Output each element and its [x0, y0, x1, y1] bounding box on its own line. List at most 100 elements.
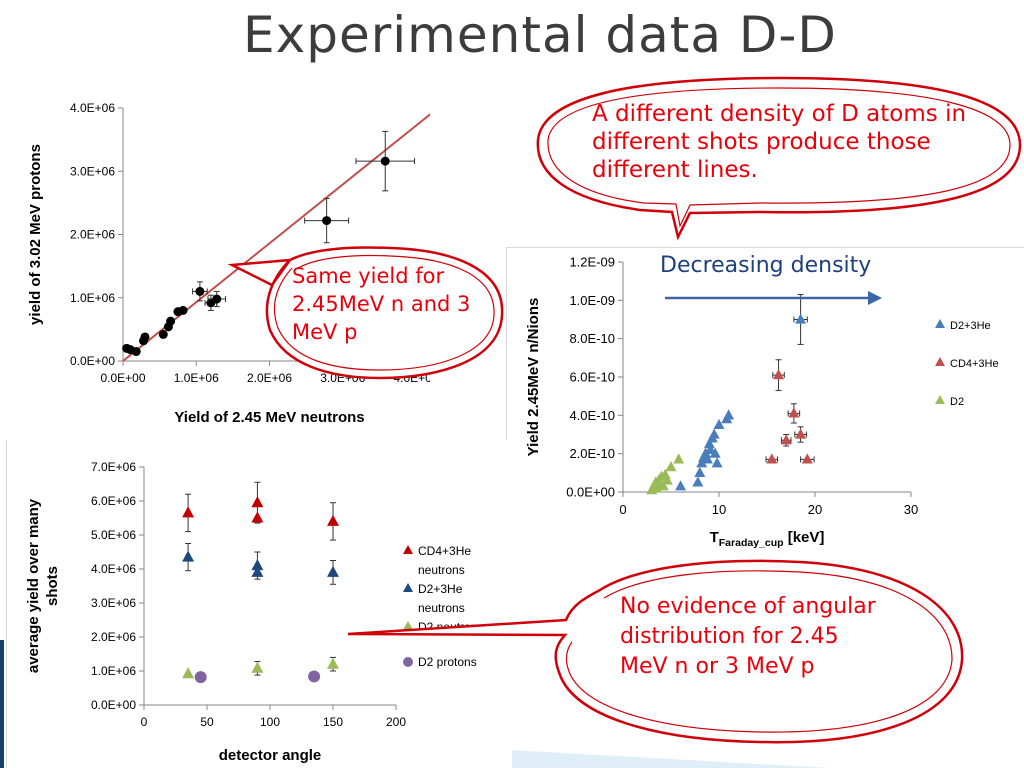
legend-label: neutrons [418, 601, 465, 615]
x-tick-label: 0 [141, 715, 148, 729]
data-point [723, 409, 735, 420]
x-axis-label: Yield of 2.45 MeV neutrons [174, 409, 364, 426]
decorative-left-strip [0, 640, 4, 768]
x-tick-label: 0.0E+00 [100, 371, 145, 385]
decorative-bottom-shape [510, 750, 830, 768]
data-point [195, 286, 205, 296]
yield-vs-temperature-chart: 0 10 20 30 0.0E+00 2.0E-10 4.0E-10 6.0E-10 8.0E-… [525, 255, 999, 549]
data-point [182, 550, 195, 562]
y-tick-label: 2.0E+06 [70, 228, 115, 242]
data-point [212, 294, 222, 304]
y-tick-label: 4.0E-10 [569, 408, 615, 423]
data-point [713, 418, 725, 430]
y-tick-label: 1.0E+06 [91, 664, 136, 678]
data-point [795, 428, 807, 439]
x-tick-label: 50 [200, 715, 214, 729]
x-tick-label: 1.0E+06 [174, 371, 219, 385]
legend-label: D2+3He [418, 582, 463, 596]
data-point [694, 466, 706, 477]
data-point [327, 514, 339, 526]
data-point [182, 667, 195, 679]
legend-marker [935, 357, 945, 366]
y-tick-label: 0.0E+00 [91, 698, 136, 712]
x-tick-label: 150 [323, 715, 343, 729]
x-tick-label: 30 [904, 502, 918, 517]
data-point [780, 434, 792, 445]
x-tick-label: 3.0E+06 [320, 371, 365, 385]
callout-density-lines: A different density of D atoms in differ… [592, 101, 967, 183]
slide-title: Experimental data D-D [243, 6, 837, 64]
legend-marker [403, 545, 413, 554]
y-tick-label: 2.0E+06 [91, 630, 136, 644]
data-point [801, 453, 813, 464]
data-point [327, 565, 339, 577]
y-axis-label: yield of 3.02 MeV protons [27, 144, 44, 325]
data-point [166, 316, 176, 326]
data-point [194, 671, 207, 684]
x-tick-label: 200 [386, 715, 406, 729]
x-axis-label: TFaraday_cup [keV] [710, 529, 825, 549]
data-point [703, 438, 715, 449]
data-point [661, 474, 673, 485]
data-point [709, 447, 721, 458]
legend-label: neutrons [418, 563, 465, 577]
data-point [675, 480, 687, 491]
y-tick-label: 1.0E+06 [70, 291, 115, 305]
y-tick-label: 1.0E-09 [569, 293, 615, 308]
x-tick-label: 10 [712, 502, 726, 517]
y-tick-label: 6.0E-10 [569, 370, 615, 385]
data-point [308, 670, 321, 683]
data-point [380, 156, 390, 166]
data-point [708, 428, 720, 439]
y-tick-label: 1.2E-09 [569, 255, 615, 270]
decreasing-density-label: Decreasing density [660, 253, 872, 278]
data-point [178, 305, 188, 315]
legend-label: CD4+3He [950, 358, 999, 370]
data-point [701, 453, 713, 464]
y-tick-label: 8.0E-10 [569, 331, 615, 346]
data-point [251, 661, 264, 673]
data-point [158, 329, 168, 339]
data-point [251, 565, 264, 577]
data-point [140, 332, 150, 342]
data-point [327, 657, 339, 669]
legend-marker [403, 657, 413, 667]
x-tick-label: 4.0E+06 [393, 371, 430, 385]
data-point [788, 407, 800, 418]
y-tick-label: 5.0E+06 [91, 528, 136, 542]
legend-marker [935, 319, 945, 328]
legend-label: D2 protons [418, 655, 477, 669]
x-tick-label: 20 [808, 502, 822, 517]
y-tick-label: 0.0E+00 [566, 485, 615, 500]
data-point [766, 453, 778, 464]
data-point [665, 461, 677, 472]
data-point [322, 216, 332, 226]
data-point [696, 457, 708, 468]
data-point [131, 347, 141, 357]
y-tick-label: 7.0E+06 [91, 460, 136, 474]
x-tick-label: 100 [260, 715, 280, 729]
legend-marker [403, 621, 413, 630]
legend-label: D2 neutrons [418, 620, 483, 634]
y-axis-label: average yield over many [25, 498, 42, 673]
y-tick-label: 6.0E+06 [91, 494, 136, 508]
data-point [251, 559, 264, 571]
y-tick-label: 0.0E+00 [70, 354, 115, 368]
data-point [182, 506, 195, 518]
data-point [251, 496, 264, 508]
y-axis-label: Yield 2.45MeV n/Nions [525, 298, 542, 457]
y-tick-label: 4.0E+06 [91, 562, 136, 576]
data-point [795, 313, 807, 324]
data-point [673, 453, 685, 464]
x-tick-label: 2.0E+06 [247, 371, 292, 385]
y-tick-label: 3.0E+06 [91, 596, 136, 610]
legend-label: D2+3He [950, 320, 991, 332]
data-point [692, 476, 704, 487]
data-point [251, 511, 264, 523]
x-axis-label: detector angle [219, 747, 322, 764]
legend-label: D2 [950, 396, 964, 408]
callout-no-angular: No evidence of angular distribution for … [620, 594, 876, 679]
yield-vs-angle-chart: 0 50 100 150 200 0.0E+00 1.0E+06 2.0E+06 3.0E+06… [25, 460, 483, 764]
x-axis-label-unit: [keV] [784, 529, 825, 546]
y-tick-label: 2.0E-10 [569, 446, 615, 461]
